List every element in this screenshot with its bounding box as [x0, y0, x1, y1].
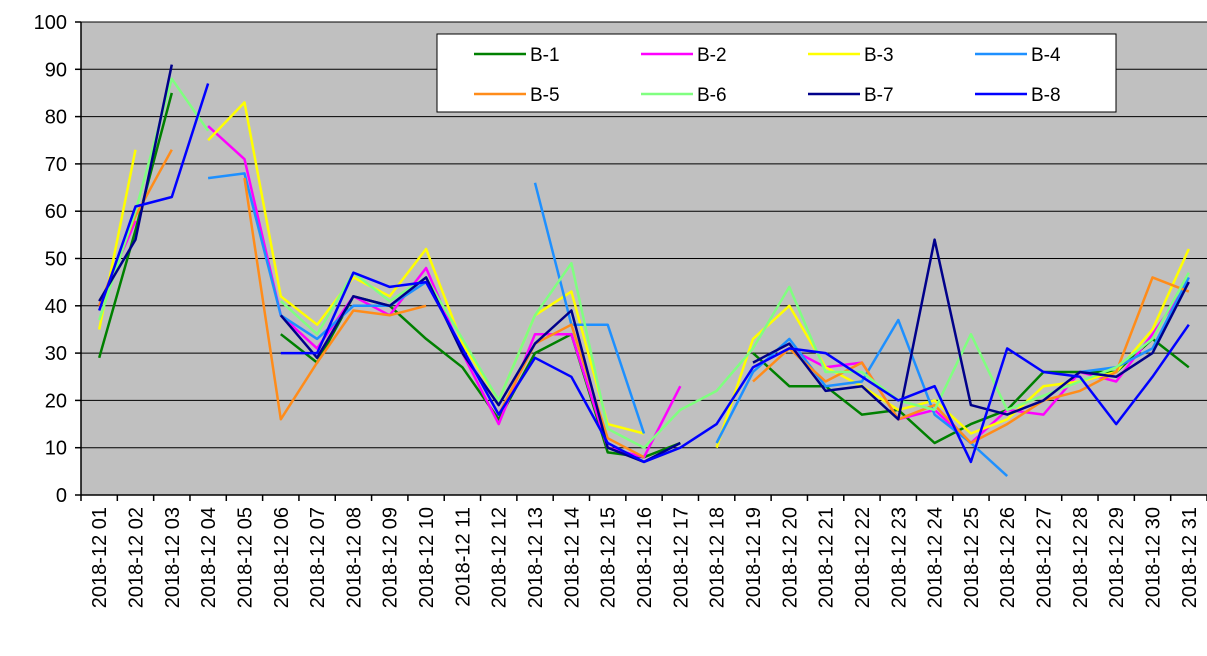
x-tick-label: 2018-12 27: [1034, 507, 1056, 608]
legend: B-1 B-2 B-3 B-4 B-5 B-6 B-7 B-8: [436, 33, 1117, 113]
x-tick-label: 2018-12 29: [1106, 507, 1128, 608]
y-tick-label: 80: [45, 107, 67, 129]
y-tick-label: 20: [45, 390, 67, 412]
x-tick-label: 2018-12 30: [1143, 507, 1165, 608]
legend-label: B-5: [530, 85, 560, 106]
y-tick-label: 0: [56, 485, 67, 507]
x-tick-label: 2018-12 18: [707, 507, 729, 608]
x-tick-label: 2018-12 26: [997, 507, 1019, 608]
x-tick-label: 2018-12 08: [343, 507, 365, 608]
y-tick-label: 10: [45, 438, 67, 460]
x-tick-label: 2018-12 17: [670, 507, 692, 608]
x-tick-label: 2018-12 21: [816, 507, 838, 608]
x-tick-label: 2018-12 19: [743, 507, 765, 608]
x-tick-label: 2018-12 02: [125, 507, 147, 608]
x-axis-ticks: 2018-12 01 2018-12 02 2018-12 03 2018-12 04…: [80, 495, 1207, 608]
x-tick-label: 2018-12 05: [234, 507, 256, 608]
x-tick-label: 2018-12 16: [634, 507, 656, 608]
x-tick-label: 2018-12 10: [416, 507, 438, 608]
legend-label: B-1: [530, 45, 560, 66]
series-line-b-8: [98, 83, 1190, 464]
x-tick-label: 2018-12 24: [925, 507, 947, 608]
y-tick-label: 50: [45, 249, 67, 271]
x-tick-label: 2018-12 11: [452, 507, 474, 607]
x-tick-label: 2018-12 31: [1179, 507, 1201, 608]
x-tick-label: 2018-12 14: [561, 507, 583, 608]
x-tick-label: 2018-12 28: [1070, 507, 1092, 608]
x-tick-label: 2018-12 01: [89, 507, 111, 608]
x-tick-label: 2018-12 07: [307, 507, 329, 608]
y-tick-label: 60: [45, 201, 67, 223]
series-line-b-5: [98, 149, 1190, 459]
gridlines: [81, 21, 1207, 449]
y-tick-label: 30: [45, 343, 67, 365]
x-tick-label: 2018-12 25: [961, 507, 983, 608]
y-tick-label: 70: [45, 154, 67, 176]
legend-label: B-3: [864, 45, 894, 66]
y-tick-label: 40: [45, 296, 67, 318]
x-tick-label: 2018-12 20: [779, 507, 801, 608]
y-tick-label: 100: [34, 12, 67, 34]
x-tick-label: 2018-12 04: [198, 507, 220, 608]
x-tick-label: 2018-12 23: [888, 507, 910, 608]
legend-label: B-6: [697, 85, 727, 106]
x-tick-label: 2018-12 09: [380, 507, 402, 608]
x-tick-label: 2018-12 13: [525, 507, 547, 608]
x-tick-label: 2018-12 22: [852, 507, 874, 608]
legend-label: B-2: [697, 45, 727, 66]
legend-box: [436, 33, 1117, 113]
y-tick-label: 90: [45, 59, 67, 81]
x-tick-label: 2018-12 15: [598, 507, 620, 608]
legend-label: B-8: [1031, 85, 1061, 106]
x-tick-label: 2018-12 03: [162, 507, 184, 608]
legend-label: B-4: [1031, 45, 1061, 66]
series-line-b-4: [207, 172, 1190, 478]
legend-label: B-7: [864, 85, 894, 106]
x-tick-label: 2018-12 06: [271, 507, 293, 608]
x-tick-label: 2018-12 12: [489, 507, 511, 608]
y-axis-ticks: 0 10 20 30 40 50 60 70 80 90 100: [34, 12, 81, 507]
series-lines: [97, 64, 1190, 478]
